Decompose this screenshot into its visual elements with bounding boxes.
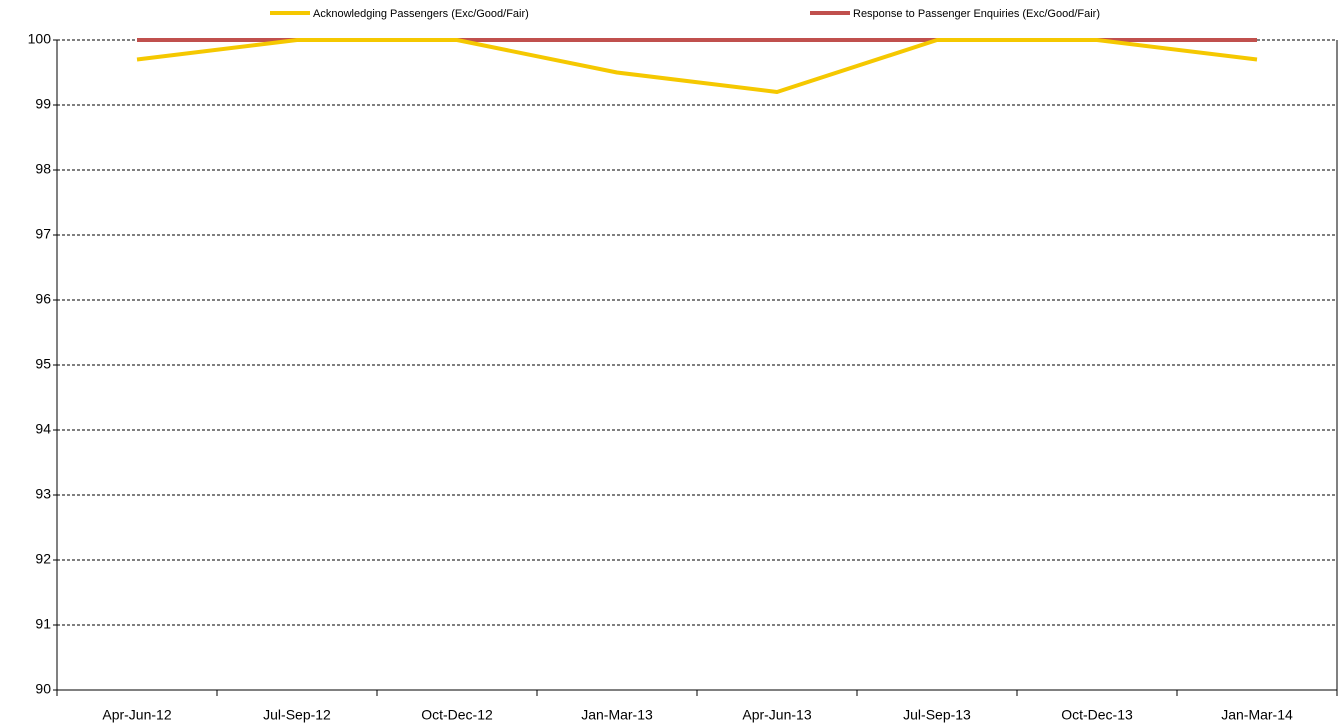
y-tick-label: 91 xyxy=(35,616,51,632)
x-tick-label: Apr-Jun-12 xyxy=(102,707,171,723)
y-tick-label: 100 xyxy=(28,31,52,47)
y-tick-label: 98 xyxy=(35,161,51,177)
y-tick-label: 99 xyxy=(35,96,51,112)
y-tick-label: 92 xyxy=(35,551,51,567)
y-tick-label: 96 xyxy=(35,291,51,307)
series-line xyxy=(136,38,1258,94)
x-tick-label: Jul-Sep-12 xyxy=(263,707,331,723)
x-tick-label: Jul-Sep-13 xyxy=(903,707,971,723)
x-tick-label: Jan-Mar-13 xyxy=(581,707,653,723)
x-tick-label: Oct-Dec-13 xyxy=(1061,707,1133,723)
legend-label: Acknowledging Passengers (Exc/Good/Fair) xyxy=(313,8,529,20)
y-tick-label: 95 xyxy=(35,356,51,372)
x-tick-label: Oct-Dec-12 xyxy=(421,707,493,723)
x-tick-label: Apr-Jun-13 xyxy=(742,707,811,723)
legend-label: Response to Passenger Enquiries (Exc/Goo… xyxy=(853,8,1100,20)
y-tick-label: 93 xyxy=(35,486,51,502)
y-tick-label: 94 xyxy=(35,421,51,437)
y-tick-label: 90 xyxy=(35,681,51,697)
x-tick-label: Jan-Mar-14 xyxy=(1221,707,1293,723)
y-tick-label: 97 xyxy=(35,226,51,242)
